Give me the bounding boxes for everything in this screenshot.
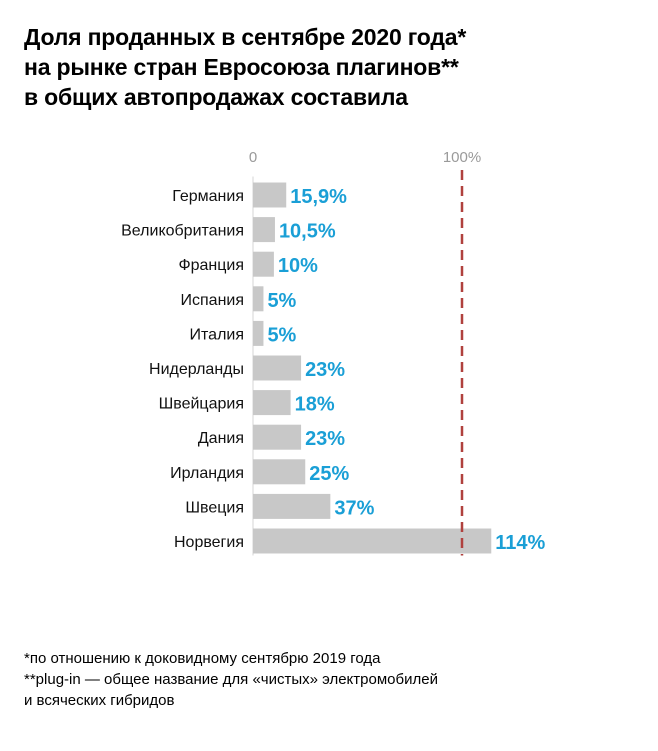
value-label: 10% xyxy=(278,255,318,277)
category-label: Ирландия xyxy=(170,465,244,482)
chart-title: Доля проданных в сентябре 2020 года* на … xyxy=(24,22,644,112)
category-label: Италия xyxy=(190,326,244,343)
category-label: Нидерланды xyxy=(149,361,244,378)
bar xyxy=(253,355,302,381)
title-line: на рынке стран Евросоюза плагинов** xyxy=(24,54,459,80)
category-label: Великобритания xyxy=(121,223,244,240)
value-label: 5% xyxy=(267,324,296,346)
bar-chart: 0 100% Германия 15,9% Великобритания 10,5% Фра… xyxy=(121,149,546,556)
bar xyxy=(253,528,492,554)
bar xyxy=(253,286,264,312)
value-label: 10,5% xyxy=(279,221,336,243)
category-label: Швеция xyxy=(185,499,244,516)
category-label: Швейцария xyxy=(159,396,244,413)
value-label: 15,9% xyxy=(290,186,347,208)
category-label: Норвегия xyxy=(174,534,244,551)
value-label: 114% xyxy=(495,532,545,554)
bar xyxy=(253,217,275,243)
bar xyxy=(253,182,287,208)
value-label: 25% xyxy=(309,463,349,485)
x-tick-label: 100% xyxy=(443,149,481,166)
category-label: Дания xyxy=(198,430,244,447)
value-label: 23% xyxy=(305,428,345,450)
title-line: Доля проданных в сентябре 2020 года* xyxy=(24,24,467,50)
value-label: 18% xyxy=(295,394,335,416)
x-tick-label: 0 xyxy=(249,149,257,166)
bar xyxy=(253,424,302,450)
footnote: *по отношению к доковидному сентябрю 201… xyxy=(24,650,381,667)
bar xyxy=(253,459,306,485)
value-label: 37% xyxy=(334,497,374,519)
bar xyxy=(253,251,274,277)
bar xyxy=(253,390,291,416)
title-line: в общих автопродажах составила xyxy=(24,84,408,110)
bar xyxy=(253,493,331,519)
category-label: Германия xyxy=(172,188,244,205)
value-label: 23% xyxy=(305,359,345,381)
footnotes: *по отношению к доковидному сентябрю 201… xyxy=(24,648,644,711)
category-label: Франция xyxy=(178,257,244,274)
footnote: **plug-in — общее название для «чистых» … xyxy=(24,671,438,688)
footnote: и всяческих гибридов xyxy=(24,692,175,709)
category-label: Испания xyxy=(181,292,245,309)
value-label: 5% xyxy=(267,290,296,312)
bar xyxy=(253,320,264,346)
